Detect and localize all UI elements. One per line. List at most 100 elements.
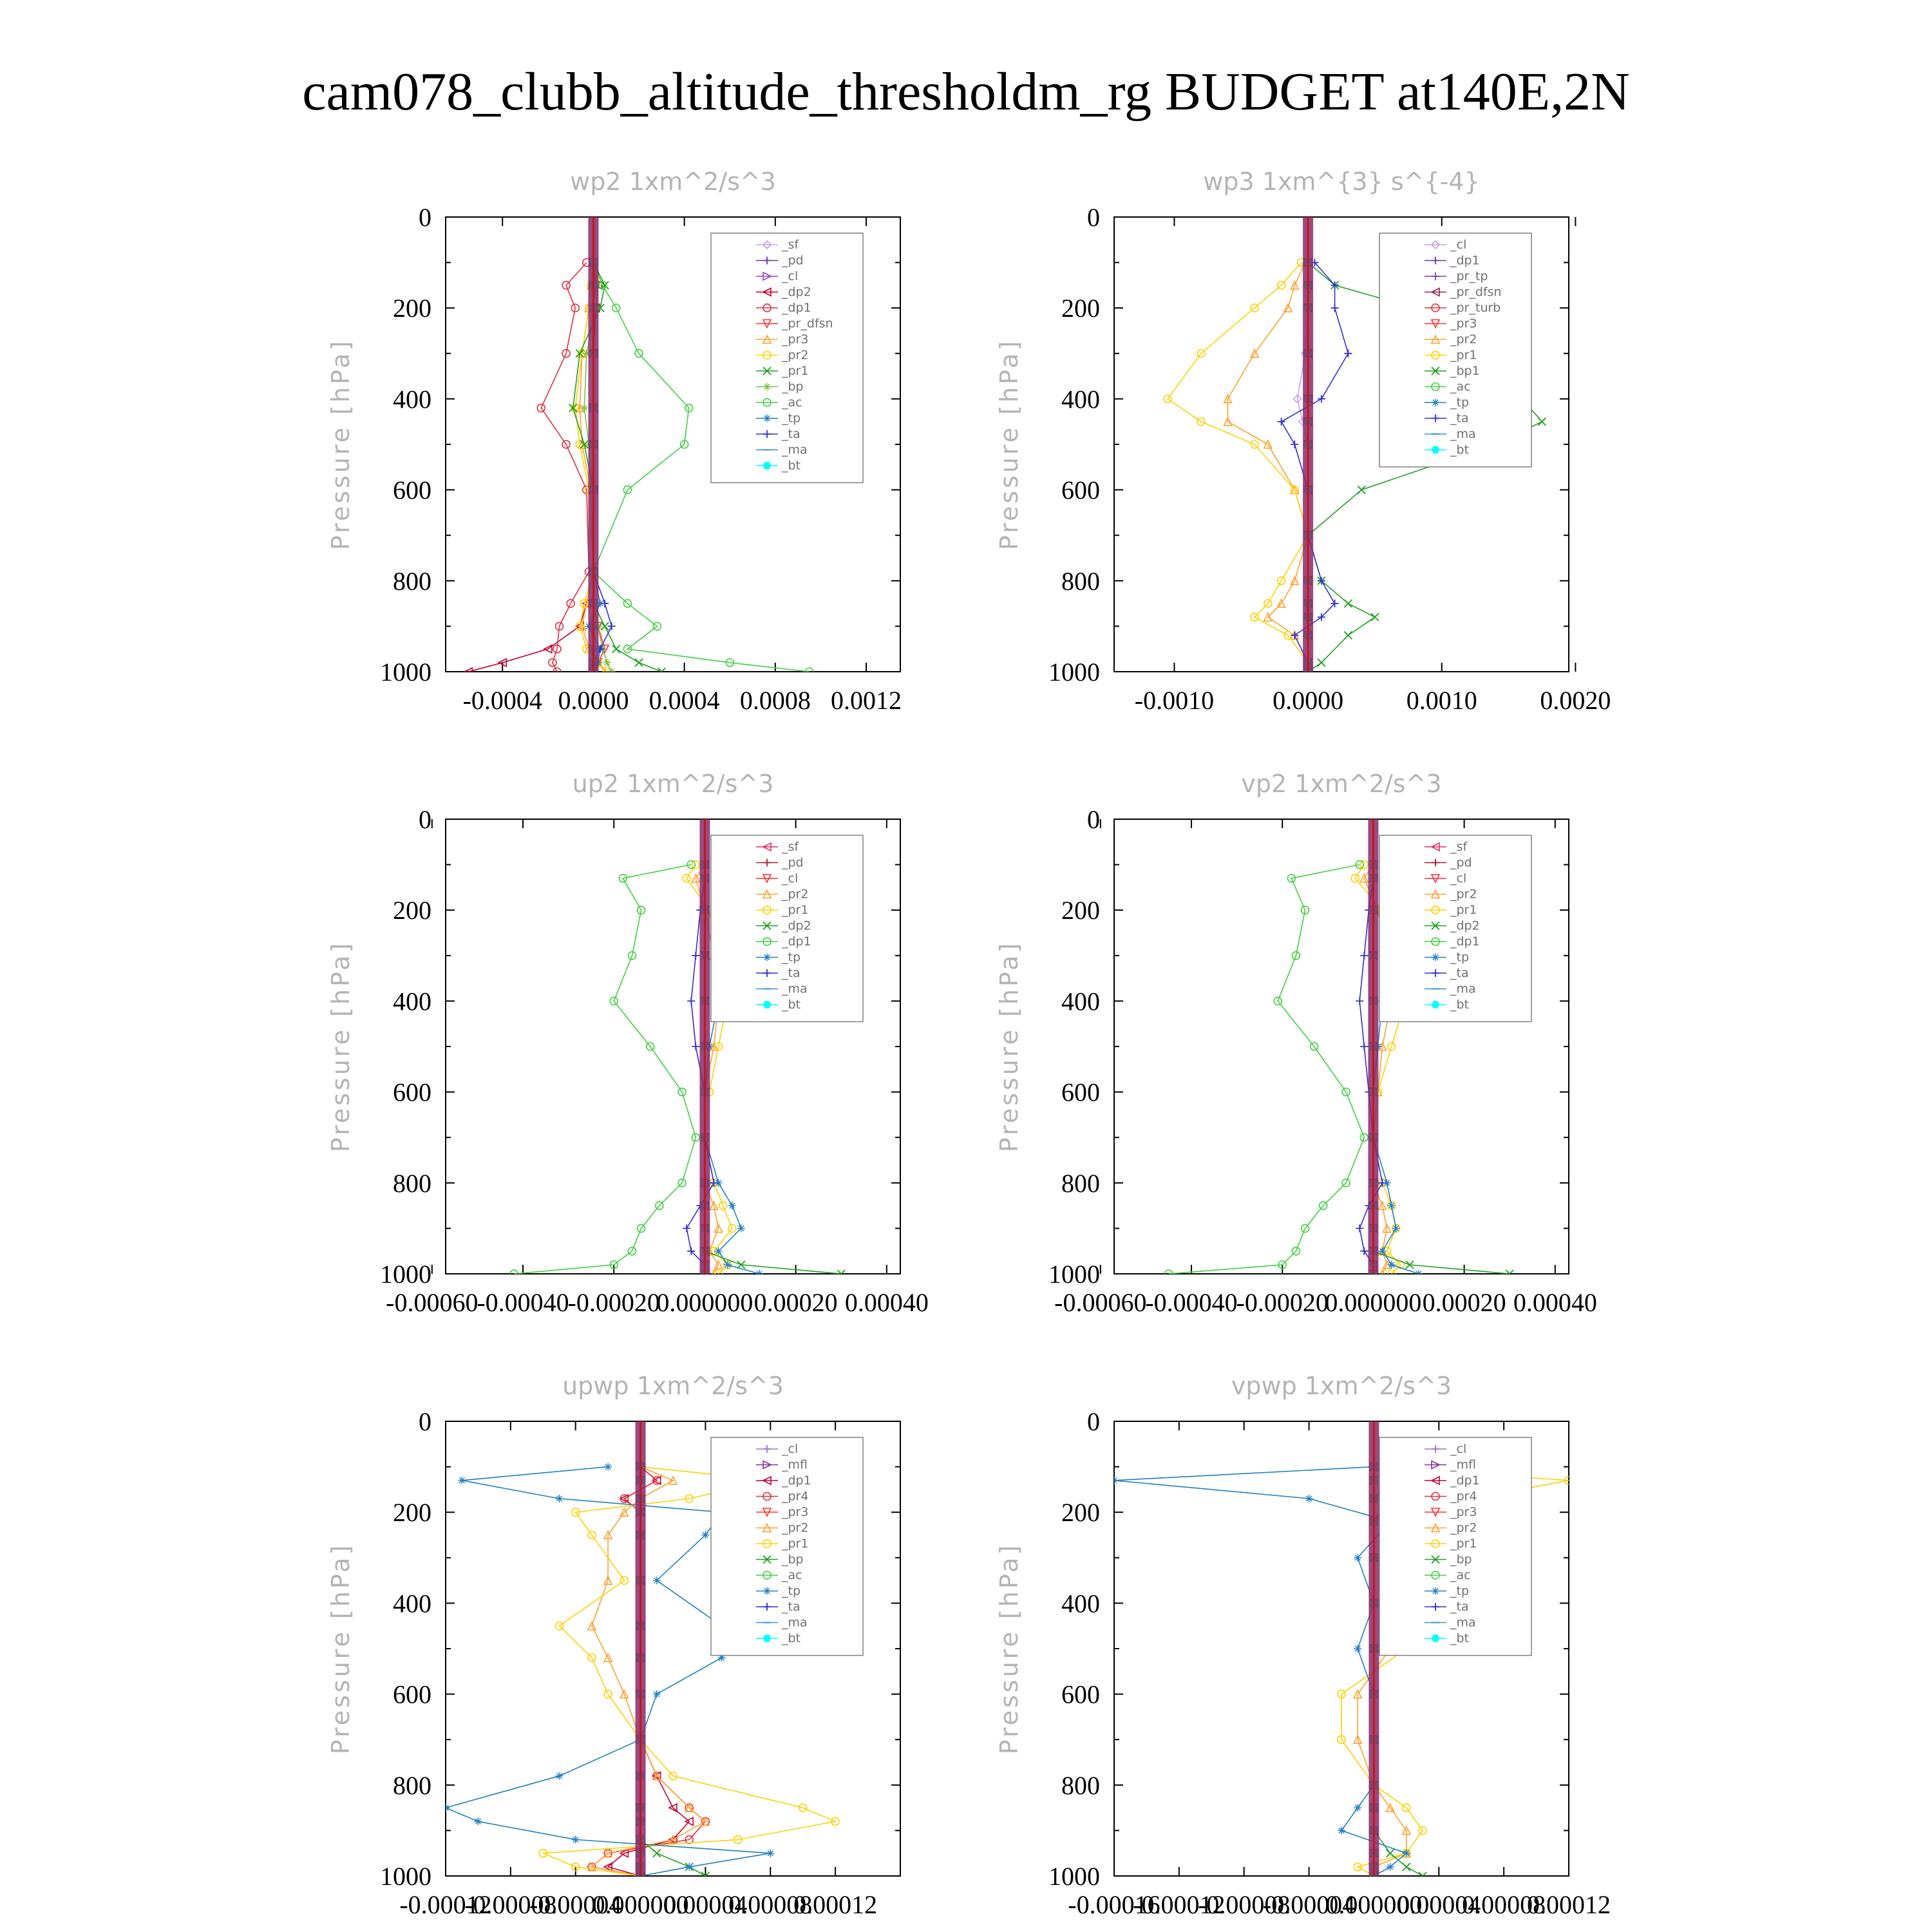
legend-label: _pr3: [1450, 1505, 1477, 1519]
data-point: [1537, 417, 1547, 426]
legend-marker: [1430, 1508, 1441, 1517]
legend-marker: [762, 1555, 772, 1564]
legend-marker: [1431, 937, 1440, 946]
legend-entry: _dp1: [1425, 934, 1480, 949]
legend-marker: [762, 1460, 772, 1470]
y-tick-label: 800: [1061, 1771, 1100, 1800]
data-point: [687, 1247, 696, 1255]
data-point: [1291, 440, 1299, 448]
data-point: [1359, 1133, 1369, 1142]
data-point: [1418, 1871, 1427, 1876]
legend-entry: _tp: [1425, 395, 1469, 410]
panel-title: vpwp 1xm^2/s^3: [1231, 1372, 1452, 1400]
legend-marker: [1430, 334, 1441, 344]
legend-marker: [762, 842, 772, 852]
x-tick-label: 0.0008: [740, 686, 811, 715]
legend-entry: _ac: [756, 395, 802, 410]
legend-label: _tp: [1450, 951, 1469, 965]
data-point: [623, 485, 632, 495]
data-point: [596, 600, 605, 608]
legend-marker: [762, 398, 772, 407]
legend-marker: [1431, 1634, 1440, 1642]
x-tick-label: -0.00040: [477, 1288, 569, 1317]
panels: wp2 1xm^2/s^3 Pressure [hPa] 0 200 400 600 800…: [327, 167, 1611, 1919]
legend-label: _dp1: [1450, 934, 1480, 949]
data-point: [837, 1269, 846, 1274]
legend-label: _bt: [781, 998, 800, 1012]
legend-marker: [1430, 874, 1441, 884]
x-tick-label: 0.00020: [754, 1288, 838, 1317]
data-point: [1283, 303, 1293, 313]
legend-label: _dp1: [1450, 254, 1480, 268]
legend-label: _pr_tp: [1450, 269, 1488, 283]
legend-marker: [762, 303, 772, 312]
data-point: [603, 1653, 613, 1662]
legend-entry: _pr1: [756, 1537, 808, 1551]
legend-marker: [763, 858, 771, 867]
panel-title: wp2 1xm^2/s^3: [570, 167, 776, 196]
legend-entry: _pr3: [756, 1505, 808, 1519]
data-point: [536, 403, 546, 413]
data-point: [1385, 1803, 1395, 1812]
data-point: [571, 1835, 580, 1844]
legend-marker: [1430, 889, 1441, 899]
legend-marker: [1431, 1539, 1440, 1548]
data-point: [562, 440, 571, 449]
y-tick-label: 1000: [380, 1862, 431, 1891]
legend-label: _pr2: [1450, 887, 1477, 902]
data-point: [555, 1772, 564, 1780]
legend-entry: _ta: [756, 966, 800, 980]
y-tick-label: 0: [1087, 1407, 1100, 1436]
legend-marker: [763, 1445, 771, 1453]
legend-label: _dp1: [1450, 1473, 1480, 1488]
y-tick-label: 200: [1061, 896, 1100, 925]
data-point: [1223, 416, 1233, 426]
data-point: [1382, 1223, 1392, 1233]
data-point: [582, 349, 591, 357]
data-point: [714, 1247, 723, 1255]
data-point: [805, 667, 814, 672]
data-point: [1318, 1201, 1328, 1210]
legend-label: _ma: [781, 443, 808, 457]
series-line: [542, 1466, 837, 1876]
data-point: [668, 1771, 677, 1781]
legend-label: _sf: [781, 840, 799, 854]
legend-entry: _tp: [756, 412, 800, 426]
x-tick-label: -0.00012: [1133, 1890, 1225, 1919]
x-tick-label: 0.00040: [1513, 1288, 1597, 1317]
data-point: [1401, 1825, 1412, 1835]
legend-entry: _dp2: [756, 285, 811, 299]
data-point: [1360, 951, 1368, 960]
data-point: [725, 658, 735, 667]
data-point: [677, 1179, 687, 1188]
data-point: [1317, 395, 1325, 403]
series-dp1: [1164, 860, 1369, 1274]
data-point: [609, 996, 619, 1006]
legend-entry: _pr2: [1425, 332, 1477, 346]
legend-marker: [762, 319, 772, 329]
legend-label: _dp1: [781, 301, 811, 315]
legend-entry: _dp2: [756, 919, 811, 933]
data-point: [1341, 1179, 1350, 1188]
legend-marker: [1431, 1460, 1441, 1470]
data-point: [1353, 1862, 1363, 1871]
legend-entry: _pr2: [1425, 887, 1477, 902]
legend-label: _sf: [781, 238, 799, 252]
data-point: [652, 1690, 661, 1698]
data-point: [1287, 873, 1296, 883]
legend-entry: _dp1: [1425, 1473, 1480, 1488]
data-point: [1300, 905, 1310, 914]
data-point: [571, 403, 580, 413]
legend-marker: [763, 414, 771, 422]
data-point: [1386, 1849, 1395, 1858]
data-point: [587, 1530, 596, 1540]
panel-title: upwp 1xm^2/s^3: [562, 1372, 784, 1400]
legend: _cl _dp1_pr_tp _pr_dfsn _pr_turb _pr3_pr2 _pr…: [1379, 232, 1532, 468]
data-point: [692, 1043, 700, 1050]
data-point: [1317, 613, 1325, 621]
legend-label: _pd: [1450, 856, 1472, 870]
legend-entry: _pr3: [1425, 1505, 1477, 1519]
legend-entry: _sf: [756, 238, 799, 252]
data-point: [1354, 1553, 1362, 1562]
data-point: [553, 667, 562, 672]
